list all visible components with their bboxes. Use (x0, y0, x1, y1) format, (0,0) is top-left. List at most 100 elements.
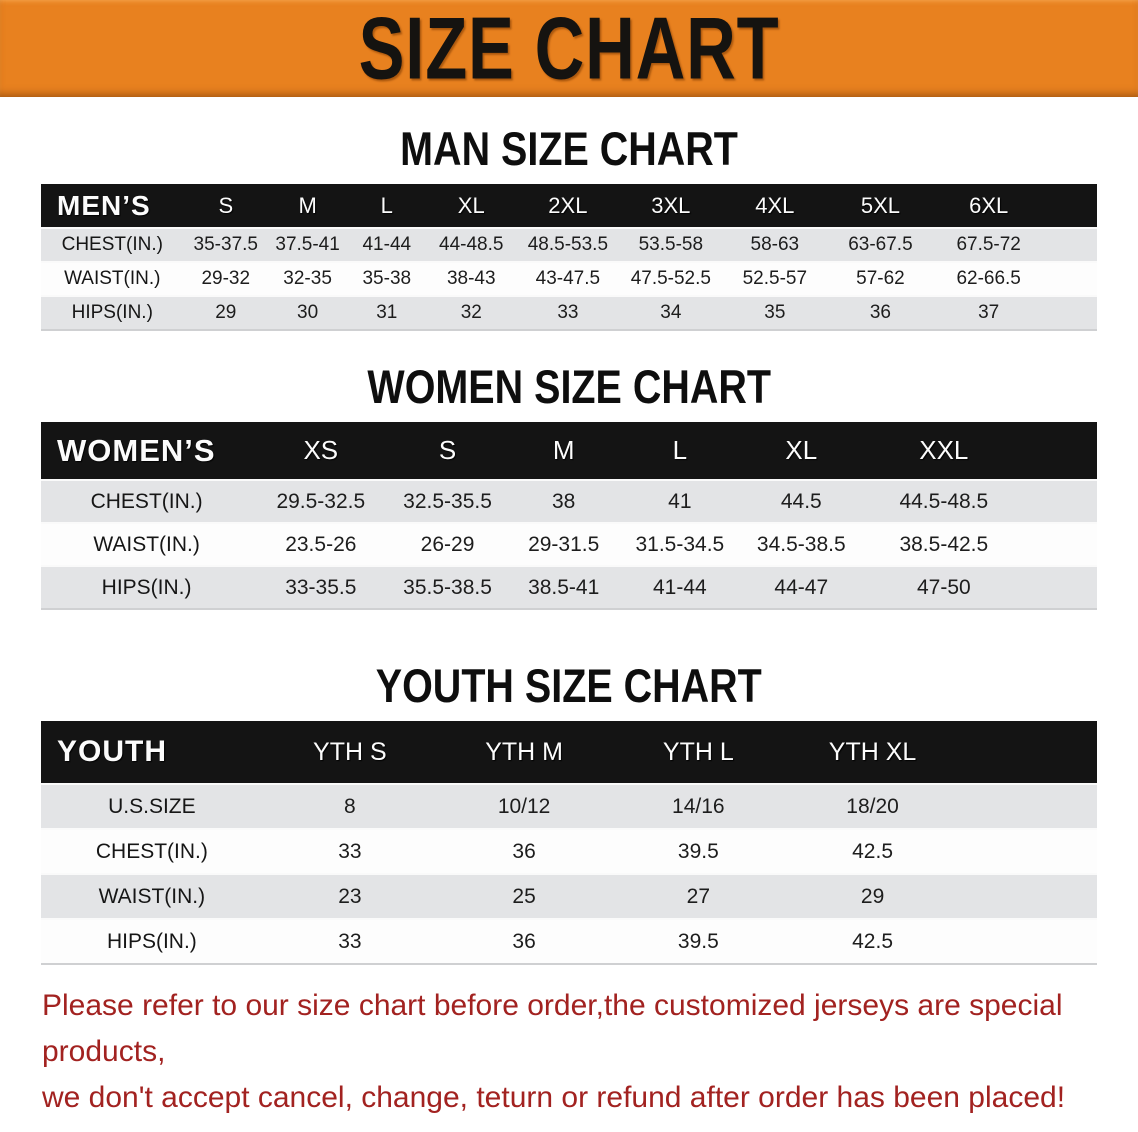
table-row: CHEST(IN.) 29.5-32.5 32.5-35.5 38 41 44.5 44.5… (41, 480, 1097, 523)
size-column-header: YTH M (485, 737, 563, 766)
women-size-chart-heading: WOMEN SIZE CHART (367, 360, 771, 413)
spacer-cell (960, 919, 1097, 964)
size-column-header: XS (303, 435, 339, 465)
size-value: 53.5-58 (638, 234, 704, 255)
size-value: 29-31.5 (528, 532, 600, 556)
man-size-chart-heading: MAN SIZE CHART (400, 122, 738, 175)
size-column-header: M (552, 435, 575, 465)
size-value: 35-37.5 (193, 234, 258, 255)
size-column-header: XXL (919, 435, 969, 465)
size-value: 37.5-41 (275, 234, 340, 255)
size-value: 36 (512, 929, 536, 953)
size-column-header: 2XL (548, 192, 588, 218)
spacer-cell (1044, 296, 1097, 330)
size-value: 42.5 (852, 929, 893, 953)
size-value: 38.5-42.5 (899, 532, 989, 556)
row-label: HIPS(IN.) (71, 302, 153, 323)
size-value: 48.5-53.5 (527, 234, 609, 255)
table-row: WAIST(IN.) 23.5-26 26-29 29-31.5 31.5-34.5 34… (41, 523, 1097, 566)
size-value: 44.5 (780, 489, 822, 513)
spacer-cell (1023, 480, 1097, 523)
size-value: 14/16 (672, 794, 725, 818)
size-value: 38-43 (446, 268, 496, 289)
men-size-table: MEN’S S M L XL 2XL 3XL 4XL 5XL 6XL CHEST(IN.) 35-3… (41, 184, 1097, 331)
table-row: WAIST(IN.) 23 25 27 29 (41, 874, 1097, 919)
table-title: WOMEN’S (57, 432, 216, 468)
row-label: U.S.SIZE (108, 794, 196, 818)
size-value: 31 (376, 302, 398, 323)
spacer-cell (1044, 228, 1097, 262)
table-row: HIPS(IN.) 29 30 31 32 33 34 35 36 37 (41, 296, 1097, 330)
spacer-cell (960, 784, 1097, 829)
size-value: 29.5-32.5 (276, 489, 366, 513)
size-value: 34 (660, 302, 682, 323)
spacer-cell (1023, 523, 1097, 566)
size-value: 39.5 (677, 929, 719, 953)
table-title: YOUTH (57, 735, 167, 768)
size-value: 10/12 (497, 794, 551, 818)
table-title: MEN’S (57, 189, 151, 221)
size-value: 29 (860, 884, 885, 908)
size-value: 32.5-35.5 (403, 489, 492, 513)
size-value: 31.5-34.5 (635, 532, 725, 556)
size-chart-banner: SIZE CHART (0, 0, 1138, 97)
table-header-row: YOUTH YTH S YTH M YTH L YTH XL (41, 721, 1097, 784)
size-value: 33 (557, 302, 579, 323)
size-value: 43-47.5 (535, 268, 601, 289)
size-value: 38 (552, 489, 576, 513)
youth-size-table: YOUTH YTH S YTH M YTH L YTH XL U.S.SIZE 8 10/1… (41, 721, 1097, 965)
table-row: U.S.SIZE 8 10/12 14/16 18/20 (41, 784, 1097, 829)
size-value: 30 (297, 302, 319, 323)
size-value: 47-50 (916, 575, 971, 599)
disclaimer-line-1: Please refer to our size chart before or… (42, 989, 1063, 1068)
size-value: 63-67.5 (848, 234, 913, 255)
row-label: CHEST(IN.) (95, 839, 208, 863)
table-row: CHEST(IN.) 35-37.5 37.5-41 41-44 44-48.5 48.5… (41, 228, 1097, 262)
size-value: 44.5-48.5 (899, 489, 989, 513)
row-label: HIPS(IN.) (101, 575, 192, 599)
size-value: 67.5-72 (956, 234, 1021, 255)
row-label: WAIST(IN.) (64, 268, 161, 289)
size-column-header: XL (457, 192, 485, 218)
size-value: 37 (978, 302, 1000, 323)
row-label: WAIST(IN.) (93, 532, 200, 556)
table-header-row: MEN’S S M L XL 2XL 3XL 4XL 5XL 6XL (41, 184, 1097, 228)
spacer-cell (1044, 262, 1097, 296)
banner-title: SIZE CHART (358, 0, 780, 98)
size-value: 23.5-26 (285, 532, 357, 556)
spacer-cell (1023, 422, 1097, 480)
size-column-header: YTH XL (828, 737, 917, 766)
size-value: 25 (512, 884, 536, 908)
size-value: 58-63 (750, 234, 800, 255)
disclaimer-text: Please refer to our size chart before or… (42, 983, 1118, 1121)
size-value: 23 (338, 884, 362, 908)
size-value: 8 (344, 794, 356, 818)
size-value: 38.5-41 (528, 575, 600, 599)
table-row: WAIST(IN.) 29-32 32-35 35-38 38-43 43-47.5 47.… (41, 262, 1097, 296)
size-value: 36 (869, 302, 891, 323)
youth-size-chart-heading: YOUTH SIZE CHART (375, 659, 763, 712)
disclaimer-line-2: we don't accept cancel, change, teturn o… (42, 1081, 1066, 1114)
row-label: CHEST(IN.) (61, 234, 163, 255)
spacer-cell (960, 721, 1097, 784)
size-value: 52.5-57 (742, 268, 808, 289)
size-value: 27 (686, 884, 711, 908)
women-size-table: WOMEN’S XS S M L XL XXL CHEST(IN.) 29.5-32.5 32.… (41, 422, 1097, 610)
size-column-header: L (380, 192, 393, 218)
spacer-cell (1044, 184, 1097, 228)
size-column-header: YTH S (313, 737, 387, 766)
spacer-cell (960, 829, 1097, 874)
size-value: 39.5 (677, 839, 719, 863)
size-value: 29 (215, 302, 237, 323)
size-column-header: 3XL (651, 192, 691, 218)
size-value: 41-44 (652, 575, 707, 599)
size-value: 29-32 (201, 268, 251, 289)
size-value: 35-38 (362, 268, 412, 289)
size-value: 41 (668, 489, 692, 513)
row-label: HIPS(IN.) (106, 929, 197, 953)
size-value: 33 (338, 839, 362, 863)
size-value: 41-44 (362, 234, 412, 255)
size-value: 44-47 (774, 575, 829, 599)
size-value: 36 (512, 839, 536, 863)
size-value: 32 (460, 302, 482, 323)
